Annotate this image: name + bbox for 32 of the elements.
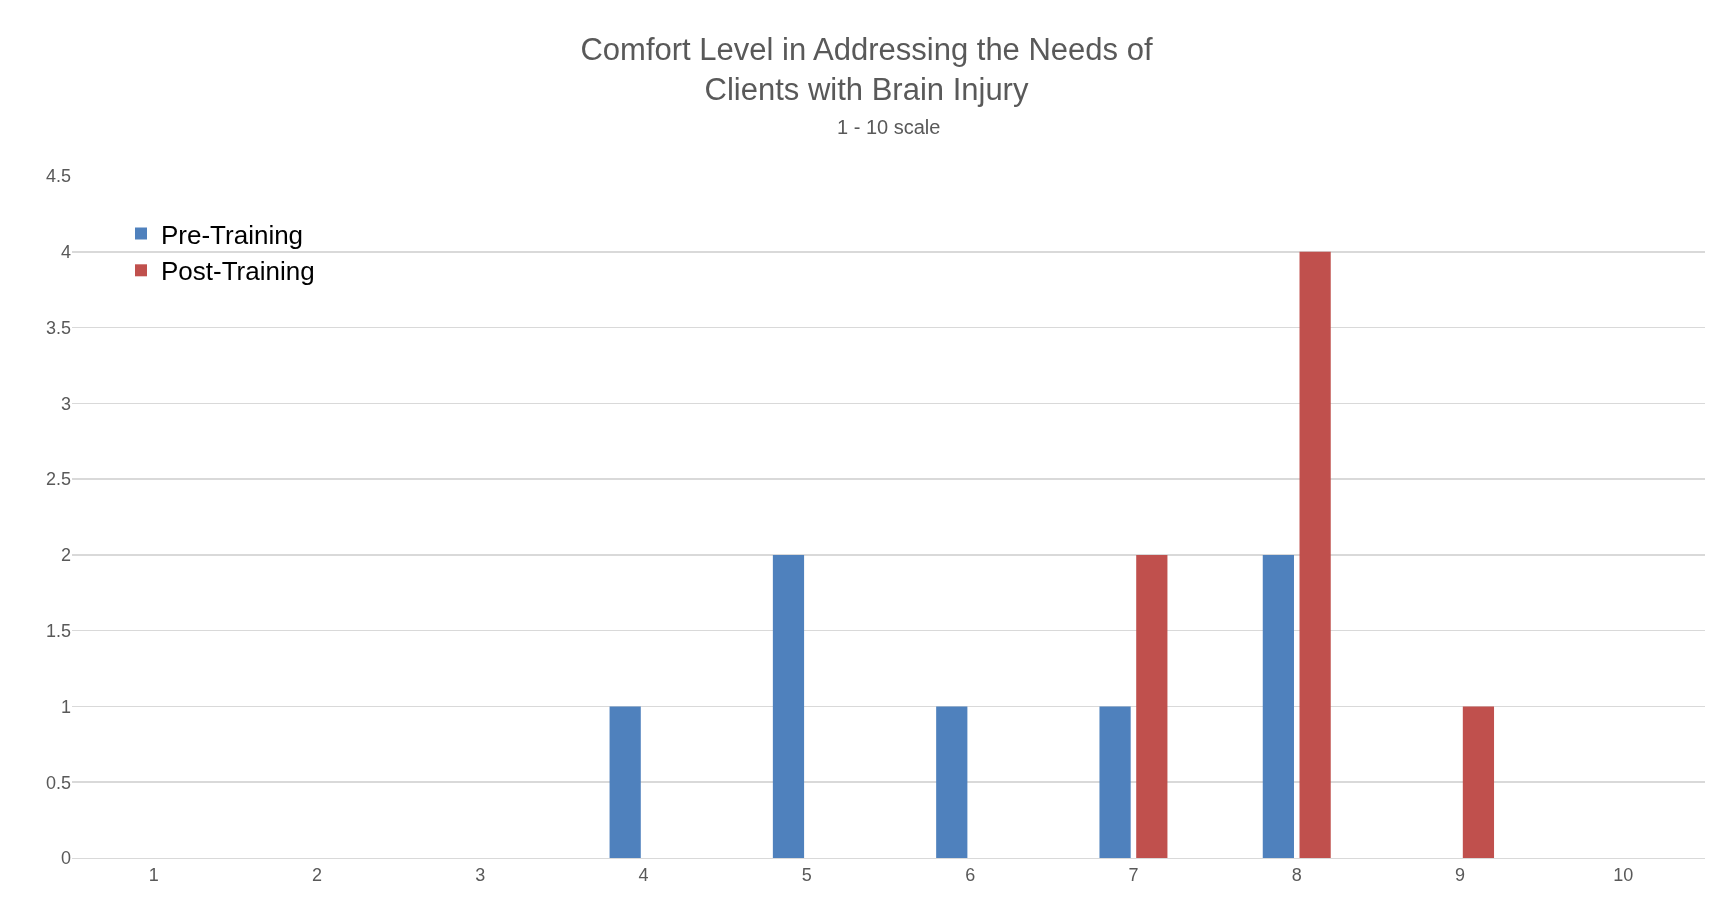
y-tick-label: 2 bbox=[60, 545, 71, 566]
y-tick-label: 1 bbox=[60, 696, 71, 717]
bar bbox=[1099, 706, 1131, 858]
y-tick-label: 0.5 bbox=[45, 772, 71, 793]
y-tick-label: 3 bbox=[60, 393, 71, 414]
x-tick-label: 7 bbox=[1128, 864, 1139, 885]
y-tick-label: 4.5 bbox=[45, 166, 71, 187]
x-tick-label: 1 bbox=[148, 864, 159, 885]
legend-label: Post-Training bbox=[160, 256, 315, 287]
chart-subtitle: 1 - 10 scale bbox=[837, 116, 941, 138]
y-tick-label: 3.5 bbox=[45, 317, 71, 338]
x-tick-label: 5 bbox=[801, 864, 812, 885]
x-tick-label: 6 bbox=[965, 864, 976, 885]
y-tick-label: 4 bbox=[60, 242, 71, 263]
bar bbox=[1299, 251, 1331, 858]
x-tick-label: 4 bbox=[638, 864, 649, 885]
x-tick-label: 3 bbox=[475, 864, 486, 885]
x-tick-label: 8 bbox=[1291, 864, 1302, 885]
bar bbox=[772, 554, 805, 858]
y-tick-label: 2.5 bbox=[45, 469, 71, 490]
bar bbox=[609, 706, 641, 858]
y-tick-label: 1.5 bbox=[45, 620, 71, 641]
bar bbox=[1462, 706, 1495, 858]
bar bbox=[1136, 554, 1168, 858]
y-tick-label: 0 bbox=[60, 848, 71, 869]
legend-label: Pre-Training bbox=[160, 219, 304, 250]
x-tick-label: 10 bbox=[1613, 864, 1634, 885]
x-tick-label: 9 bbox=[1455, 864, 1466, 885]
bar bbox=[1262, 554, 1294, 858]
x-tick-label: 2 bbox=[311, 864, 322, 885]
chart-title: Comfort Level in Addressing the Needs of Clients with Brain Injury bbox=[580, 31, 1153, 107]
bar bbox=[936, 706, 968, 858]
